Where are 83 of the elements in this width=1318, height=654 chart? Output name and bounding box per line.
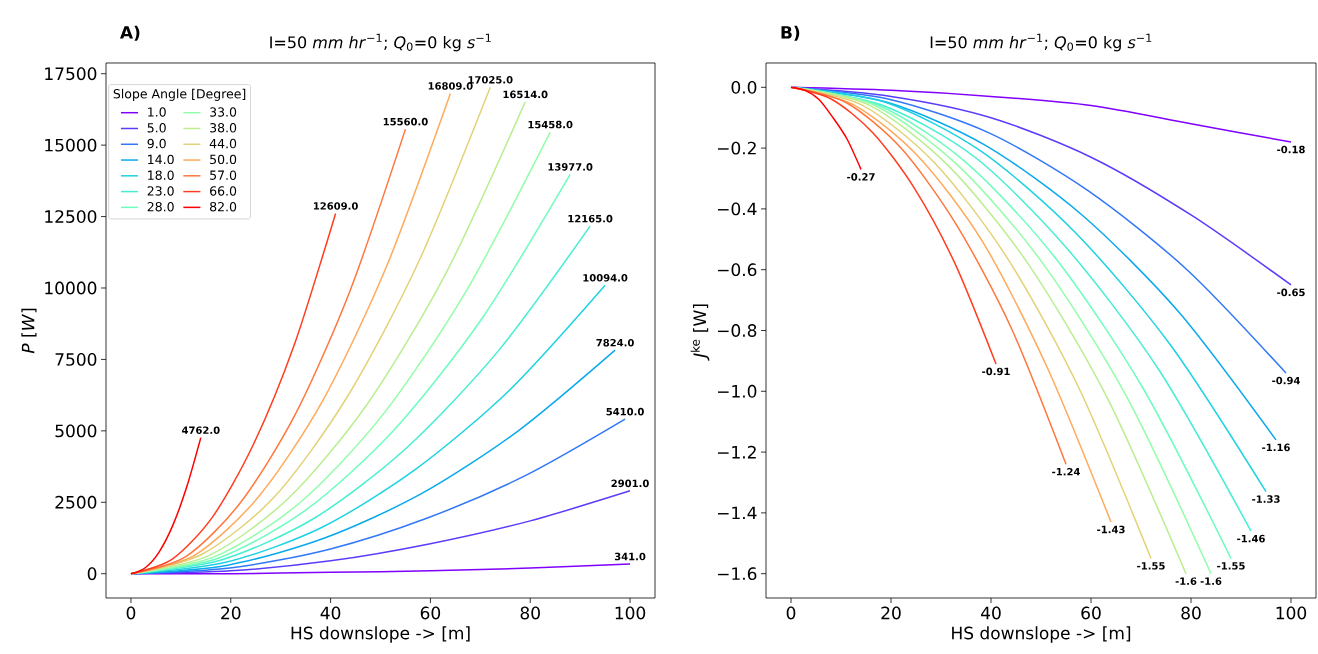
data-label: -1.33 [1252,495,1280,503]
x-tick-label: 60 [420,606,441,620]
y-tick-label: −0.8 [718,324,757,337]
data-label: 12165.0 [568,214,613,223]
y-tick-label: 5000 [55,424,97,438]
y-tick-label: −0.2 [718,141,756,155]
y-tick-label: 17500 [45,67,97,81]
data-label: -1.6 [1175,577,1197,585]
data-label: 7824.0 [596,338,634,347]
data-label: 17025.0 [468,76,513,84]
y-tick-label: 0 [87,567,97,581]
legend-label: 23.0 [147,186,174,196]
y-axis-title: J$^{ke}$ [W] [690,304,710,361]
data-label: -1.24 [1052,467,1080,476]
text: A) [120,25,140,41]
y-tick-label: 12500 [45,210,97,223]
y-tick-label: −1.6 [718,567,757,581]
legend-label: 57.0 [210,170,237,180]
y-tick-label: −1.4 [718,506,757,520]
y-axis-title: P [W] [21,308,37,354]
data-label: -1.55 [1217,562,1245,570]
line-series [790,86,862,171]
x-tick-label: 80 [1181,606,1201,620]
data-label: -0.27 [847,173,875,181]
legend-label: 14.0 [148,154,174,165]
legend-label: 1.0 [148,107,166,117]
legend-label: 5.0 [147,123,166,133]
data-label: 13977.0 [548,163,593,171]
data-label: 15560.0 [383,117,428,126]
text: B) [781,25,800,41]
y-tick-label: −0.4 [718,202,757,216]
data-label: 16514.0 [503,90,548,99]
x-tick-label: 40 [320,606,341,620]
y-tick-label: 0.0 [731,80,757,94]
data-label: -1.55 [1137,562,1165,570]
legend-title: Slope Angle [Degree] [113,88,246,101]
legend-label: 38.0 [210,123,237,133]
x-tick-label: 0 [126,606,136,620]
data-label: 15458.0 [528,120,573,129]
data-label: -1.43 [1097,525,1125,534]
chart-title: I=50 mm hr$^{−1}$; Q$_{0}$=0 kg s$^{−1}$ [270,33,491,52]
data-label: 4762.0 [181,426,220,434]
data-label: -1.6 [1200,577,1222,585]
chart-title: I=50 mm hr$^{−1}$; Q$_{0}$=0 kg s$^{−1}$ [930,33,1152,52]
data-label: 5410.0 [606,407,644,416]
legend-label: 18.0 [148,170,174,180]
data-label: 16809.0 [428,82,473,90]
legend-label: 28.0 [147,201,174,212]
x-axis-title: HS downslope -> [m] [952,626,1131,643]
legend-label: 82.0 [210,201,237,212]
data-label: 341.0 [614,552,646,561]
data-label: -0.94 [1272,376,1300,385]
x-tick-label: 100 [615,606,646,620]
data-label: -0.65 [1277,288,1305,297]
x-tick-label: 20 [221,606,241,620]
x-tick-label: 20 [881,606,901,620]
legend-label: 33.0 [210,107,237,117]
data-label: 2901.0 [611,479,649,488]
data-label: -0.91 [982,367,1010,376]
y-tick-label: 7500 [55,352,97,366]
line-series [130,436,202,575]
y-tick-label: 2500 [55,495,97,509]
data-label: -1.46 [1237,534,1265,543]
legend-label: 9.0 [147,138,166,149]
x-axis-title: HS downslope -> [m] [291,626,470,643]
x-tick-label: 100 [1276,606,1307,620]
y-tick-label: −0.6 [718,263,757,277]
data-label: 10094.0 [583,274,628,282]
x-tick-label: 80 [520,606,540,620]
line-series [790,86,997,365]
x-tick-label: 40 [981,606,1001,620]
y-tick-label: −1.2 [718,445,756,459]
y-tick-label: 15000 [45,138,97,152]
x-tick-label: 60 [1081,606,1101,620]
legend-label: 66.0 [210,186,237,196]
data-label: 12609.0 [313,202,358,210]
legend-label: 44.0 [209,138,237,149]
y-tick-label: −1.0 [718,384,757,398]
data-label: -0.18 [1277,145,1305,154]
legend-label: 50.0 [210,154,237,165]
x-tick-label: 0 [786,606,796,620]
y-tick-label: 10000 [45,281,97,295]
data-label: -1.16 [1262,443,1290,452]
